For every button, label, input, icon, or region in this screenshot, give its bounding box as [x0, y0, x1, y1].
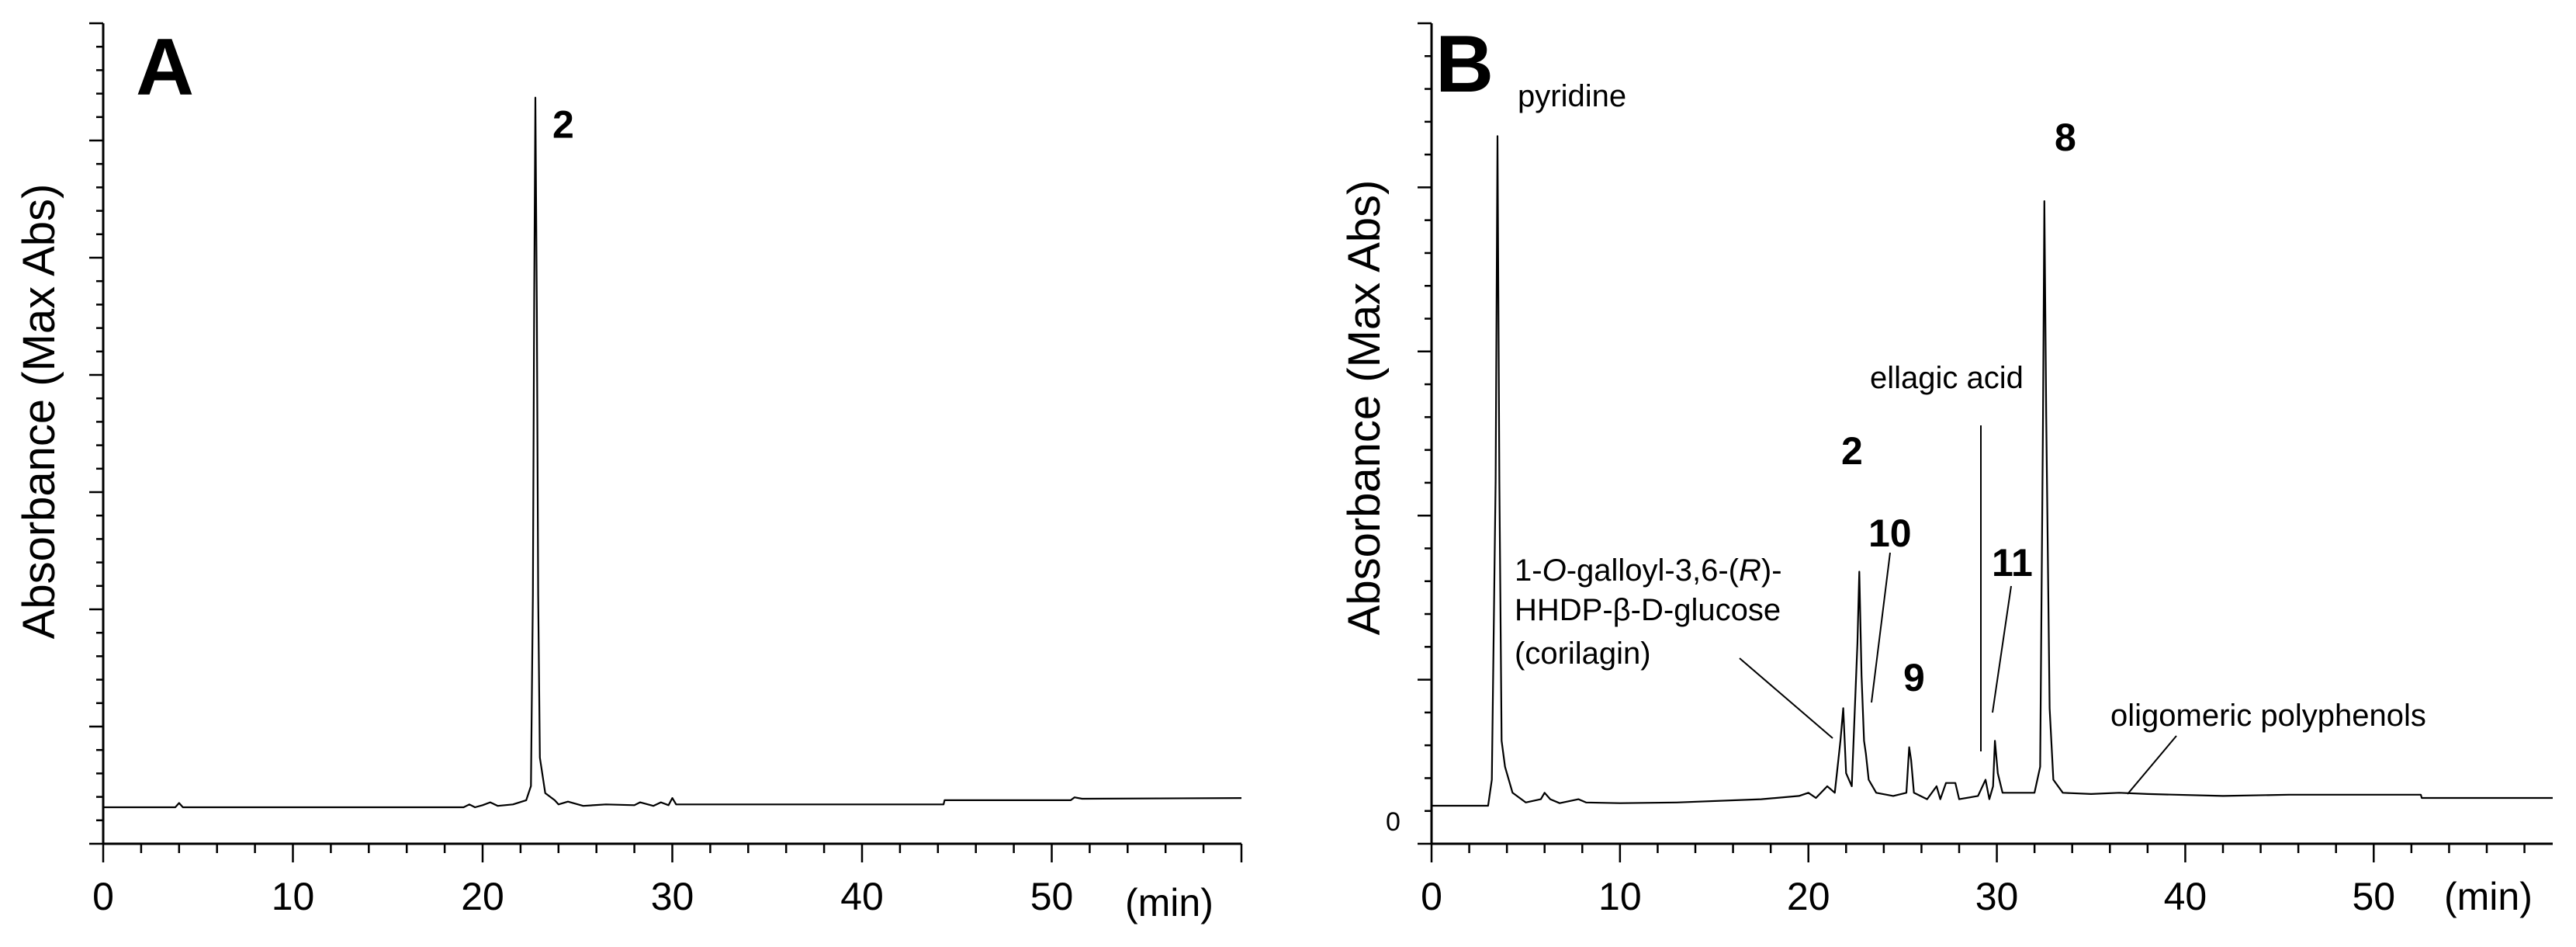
panel-a-x-ticks [102, 844, 1243, 862]
x-tick-label: 30 [1975, 875, 2019, 918]
peak-label-pyridine: pyridine [1518, 79, 1626, 113]
panel-b: B Absorbance (Max Abs) 0 0 10 20 30 40 5… [1339, 19, 2553, 918]
peak-label-2: 2 [552, 103, 574, 147]
leader-line-11 [1992, 585, 2012, 713]
x-tick-label: 0 [1421, 875, 1442, 918]
panel-b-y-origin-label: 0 [1386, 807, 1401, 837]
annotation-corilagin-line1: 1-O-galloyl-3,6-(R)- [1515, 553, 1782, 588]
x-tick-label: 20 [1787, 875, 1830, 918]
peak-label-11: 11 [1992, 541, 2033, 585]
annotation-oligomeric-polyphenols: oligomeric polyphenols [2110, 699, 2426, 733]
x-tick-label: 10 [1598, 875, 1642, 918]
x-tick-label: 40 [2164, 875, 2207, 918]
x-tick-label: 10 [272, 875, 315, 918]
panel-b-letter: B [1435, 19, 1494, 109]
leader-line-corilagin [1739, 657, 1833, 739]
annotation-corilagin-line2: HHDP-β-D-glucose [1515, 593, 1781, 627]
panel-b-y-axis-label: Absorbance (Max Abs) [1339, 180, 1390, 636]
leader-line-oligomeric [2127, 735, 2177, 795]
panel-a-y-axis-label: Absorbance (Max Abs) [14, 184, 64, 640]
x-tick-label: 0 [92, 875, 114, 918]
leader-line-10 [1871, 552, 1891, 703]
panel-b-y-ticks [1418, 22, 1432, 845]
panel-a-y-ticks [89, 22, 103, 845]
panel-a-chromatogram-trace [103, 96, 1242, 809]
peak-label-10: 10 [1868, 512, 1912, 555]
panel-b-x-unit: (min) [2444, 875, 2533, 918]
x-tick-label: 20 [461, 875, 504, 918]
panel-b-x-ticks [1430, 844, 2526, 862]
peak-label-9: 9 [1903, 656, 1925, 699]
panel-a-letter: A [136, 23, 194, 113]
annotation-corilagin-line3: (corilagin) [1515, 637, 1651, 671]
panel-a-x-unit: (min) [1125, 881, 1214, 924]
panel-b-x-tick-labels: 0 10 20 30 40 50 [1421, 875, 2395, 918]
peak-label-8: 8 [2055, 116, 2076, 159]
x-tick-label: 30 [651, 875, 694, 918]
x-tick-label: 50 [1030, 875, 1074, 918]
x-tick-label: 50 [2352, 875, 2395, 918]
x-tick-label: 40 [840, 875, 884, 918]
panel-b-chromatogram-trace [1432, 135, 2553, 807]
panel-a-x-tick-labels: 0 10 20 30 40 50 [92, 875, 1073, 918]
peak-label-2: 2 [1841, 429, 1863, 473]
panel-a: A Absorbance (Max Abs) 0 10 20 30 40 50 … [14, 22, 1243, 924]
annotation-ellagic-acid: ellagic acid [1870, 361, 2024, 395]
